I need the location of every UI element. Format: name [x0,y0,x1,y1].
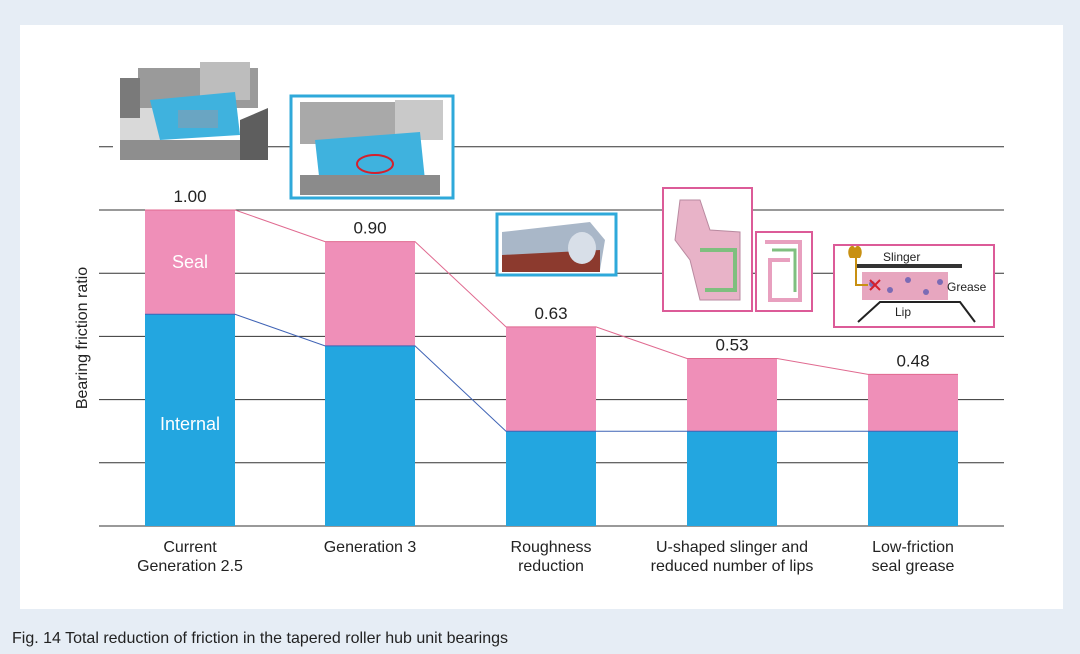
total-value-label: 0.53 [715,336,748,355]
bar-seal [687,358,777,432]
u-shaped-slinger-illustration [662,187,813,312]
grease-label: Grease [947,280,987,294]
bars [145,210,958,526]
total-value-label: 0.48 [896,351,929,370]
category-label: Low-friction [872,539,954,556]
seal-highlight-icon [356,154,394,174]
bar-seal [325,241,415,346]
bar-seal [868,374,958,432]
trend-lines [145,209,958,432]
seal-series-label: Seal [172,252,208,272]
bar-internal [325,345,415,526]
total-value-label: 0.63 [534,304,567,323]
internal-series-label: Internal [160,414,220,434]
category-label: Generation 2.5 [137,558,243,575]
total-trend-line [145,209,958,375]
internal-trend-line [145,313,958,432]
bar-internal [868,431,958,526]
y-axis-label: Bearing friction ratio [74,267,91,409]
category-label: reduced number of lips [651,558,814,575]
bar-internal [506,431,596,526]
cross-mark-icon [869,279,881,291]
figure-caption: Fig. 14 Total reduction of friction in t… [12,630,508,647]
cross-section-gen3-illustration [289,94,455,200]
category-label: Current [163,539,217,556]
category-label: U-shaped slinger and [656,539,808,556]
bar-seal [506,326,596,432]
slinger-label: Slinger [883,250,920,264]
bar-internal [687,431,777,526]
bar-internal [145,314,235,526]
total-value-label: 1.00 [173,187,206,206]
lip-label: Lip [895,305,911,319]
cross-section-gen25-illustration [113,62,268,160]
category-label: Generation 3 [324,539,417,556]
category-label: Roughness [511,539,592,556]
bar-seal [145,210,235,315]
roughness-surface-illustration [495,212,618,277]
category-label: reduction [518,558,584,575]
low-friction-grease-illustration: Slinger Grease Lip [833,244,995,328]
total-value-label: 0.90 [353,219,386,238]
labels: 1.00 Current Generation 2.5 0.90 Generation … [137,187,954,575]
category-label: seal grease [872,558,955,575]
